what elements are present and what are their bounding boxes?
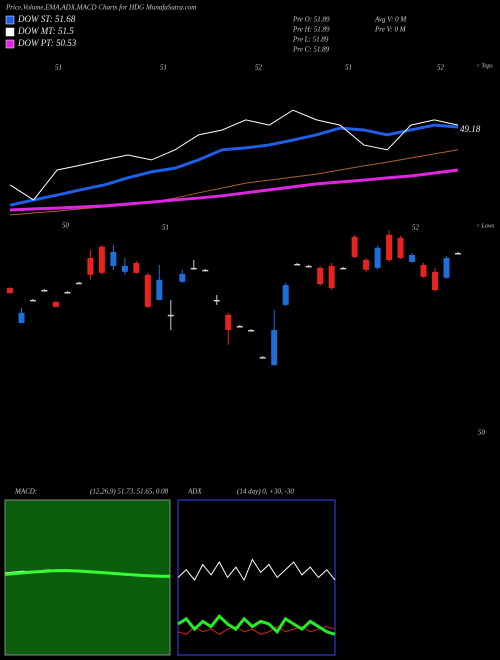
price-label: 51: [160, 64, 167, 72]
series-line: [177, 558, 336, 582]
price-label: 51: [55, 64, 62, 72]
candle-body: [41, 290, 48, 292]
candle-body: [340, 267, 347, 270]
candle-body: [190, 267, 197, 270]
candle-body: [213, 299, 220, 302]
candle-body: [202, 269, 209, 272]
side-label: < Tops: [476, 63, 493, 69]
candle-body: [18, 312, 25, 324]
candle-body: [121, 265, 128, 272]
candle-body: [420, 264, 427, 277]
candle-body: [110, 252, 117, 266]
corner-label: 50: [478, 429, 486, 437]
candle-body: [144, 274, 151, 307]
price-label: 51: [162, 224, 169, 232]
info-text: Pre H: 51.89: [292, 26, 330, 34]
series-line: [4, 569, 171, 578]
info-text: Avg V: 0 M: [374, 16, 407, 24]
candle-body: [305, 265, 312, 268]
candle-body: [248, 330, 255, 332]
candle-body: [443, 257, 450, 278]
price-label: 52: [437, 64, 445, 72]
candle-body: [294, 263, 301, 266]
panel-background: [4, 499, 171, 656]
candle-body: [455, 253, 461, 255]
candle-body: [64, 292, 71, 294]
candle-body: [87, 257, 94, 275]
candle-body: [156, 279, 163, 300]
candle-body: [98, 246, 105, 273]
series-line: [9, 168, 459, 212]
legend-swatch: [5, 39, 15, 49]
last-label: 49.18: [460, 124, 481, 134]
info-text: Pre C: 51.89: [292, 46, 330, 54]
legend-label: DOW PT: 50.53: [17, 38, 77, 48]
candle-body: [29, 299, 36, 302]
candle-body: [363, 259, 370, 270]
series-line: [9, 149, 459, 216]
candle-body: [271, 330, 278, 366]
candle-body: [236, 326, 243, 328]
price-label: 52: [412, 224, 420, 232]
candle-body: [259, 357, 266, 359]
candle-body: [225, 314, 232, 330]
candle-body: [409, 255, 416, 262]
candle-body: [52, 301, 59, 307]
info-text: Pre O: 51.89: [292, 16, 330, 24]
candle-body: [432, 271, 439, 291]
candle-body: [397, 237, 404, 258]
panel-title: ADX: [187, 488, 202, 496]
candle-body: [282, 285, 289, 305]
candle-body: [386, 234, 393, 260]
legend-label: DOW ST: 51.68: [17, 14, 76, 24]
panel-subtitle: (14 day) 0, +30, -30: [237, 488, 294, 496]
info-text: Pre L: 51.89: [292, 36, 329, 44]
candle-body: [317, 267, 324, 285]
price-label: 51: [345, 64, 352, 72]
candle-body: [167, 314, 174, 317]
candle-body: [351, 236, 358, 257]
candle-body: [133, 262, 140, 273]
panel-background: [177, 499, 336, 656]
series-line: [177, 614, 336, 636]
candle-body: [179, 273, 186, 282]
price-label: 50: [62, 222, 70, 230]
candle-body: [75, 282, 82, 285]
panel-subtitle: (12,26,9) 51.73, 51.65, 0.08: [90, 488, 169, 496]
legend-swatch: [5, 27, 15, 37]
candle-body: [374, 247, 381, 268]
candle-body: [328, 265, 335, 289]
candle-body: [7, 288, 13, 294]
panel-title: MACD:: [14, 488, 37, 496]
series-line: [9, 109, 459, 201]
info-text: Pre V: 0 M: [374, 26, 407, 34]
legend-label: DOW MT: 51.5: [17, 26, 74, 36]
side-label: < Lows: [476, 223, 495, 229]
series-line: [9, 123, 459, 207]
series-line: [177, 625, 336, 635]
price-label: 52: [255, 64, 263, 72]
legend-swatch: [5, 15, 15, 25]
page-title: Price,Volume,EMA,ADX,MACD Charts for HDG…: [5, 4, 196, 12]
